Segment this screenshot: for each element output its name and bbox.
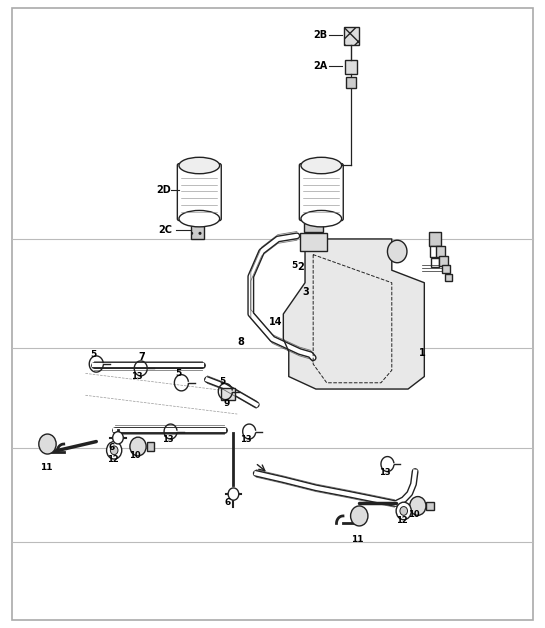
Text: 13: 13 bbox=[162, 435, 173, 444]
Text: 13: 13 bbox=[131, 372, 143, 381]
Bar bbox=[435, 246, 445, 257]
Bar bbox=[345, 60, 357, 74]
Circle shape bbox=[107, 441, 122, 459]
Text: 11: 11 bbox=[351, 534, 364, 544]
Bar bbox=[445, 274, 452, 281]
Circle shape bbox=[387, 241, 407, 263]
Text: 13: 13 bbox=[379, 468, 390, 477]
Bar bbox=[431, 258, 439, 268]
Ellipse shape bbox=[301, 157, 342, 174]
Text: 1: 1 bbox=[419, 349, 426, 359]
Bar bbox=[429, 232, 441, 246]
Circle shape bbox=[228, 488, 239, 500]
FancyBboxPatch shape bbox=[299, 164, 343, 220]
Circle shape bbox=[111, 446, 118, 455]
Bar bbox=[147, 442, 154, 451]
Ellipse shape bbox=[301, 210, 342, 227]
Bar bbox=[191, 224, 204, 239]
Text: 2D: 2D bbox=[156, 185, 171, 195]
Bar bbox=[426, 502, 434, 510]
Circle shape bbox=[350, 506, 368, 526]
Text: 5: 5 bbox=[175, 369, 181, 378]
Text: 8: 8 bbox=[237, 337, 244, 347]
Text: 7: 7 bbox=[138, 352, 145, 362]
Circle shape bbox=[400, 507, 408, 516]
Bar bbox=[442, 264, 450, 273]
Text: 12: 12 bbox=[107, 455, 118, 463]
Text: 12: 12 bbox=[396, 516, 408, 525]
FancyBboxPatch shape bbox=[177, 164, 221, 220]
Text: 11: 11 bbox=[40, 463, 52, 472]
Polygon shape bbox=[283, 239, 425, 389]
Circle shape bbox=[113, 431, 123, 444]
Bar bbox=[346, 77, 356, 89]
Text: 2B: 2B bbox=[313, 30, 328, 40]
Text: 2: 2 bbox=[297, 262, 304, 272]
Circle shape bbox=[130, 437, 146, 456]
Text: 10: 10 bbox=[408, 510, 420, 519]
Text: 5: 5 bbox=[292, 261, 298, 270]
Text: 6: 6 bbox=[225, 498, 231, 507]
Ellipse shape bbox=[179, 210, 220, 227]
Ellipse shape bbox=[179, 157, 220, 174]
Text: 9: 9 bbox=[223, 399, 230, 408]
Bar bbox=[343, 27, 359, 45]
Bar bbox=[221, 388, 235, 400]
Text: 13: 13 bbox=[240, 435, 252, 444]
Bar bbox=[300, 234, 326, 251]
Bar bbox=[431, 246, 440, 257]
Circle shape bbox=[396, 502, 411, 520]
Text: 5: 5 bbox=[90, 350, 96, 359]
Circle shape bbox=[39, 434, 56, 454]
Text: 3: 3 bbox=[302, 287, 309, 297]
Bar bbox=[439, 256, 447, 266]
Circle shape bbox=[410, 497, 426, 516]
Text: 10: 10 bbox=[129, 451, 141, 460]
Text: 5: 5 bbox=[219, 377, 225, 386]
Text: 2A: 2A bbox=[313, 61, 328, 71]
Bar bbox=[304, 223, 323, 232]
Text: 14: 14 bbox=[269, 317, 282, 327]
Text: 2C: 2C bbox=[159, 225, 173, 236]
Text: 6: 6 bbox=[108, 443, 114, 452]
